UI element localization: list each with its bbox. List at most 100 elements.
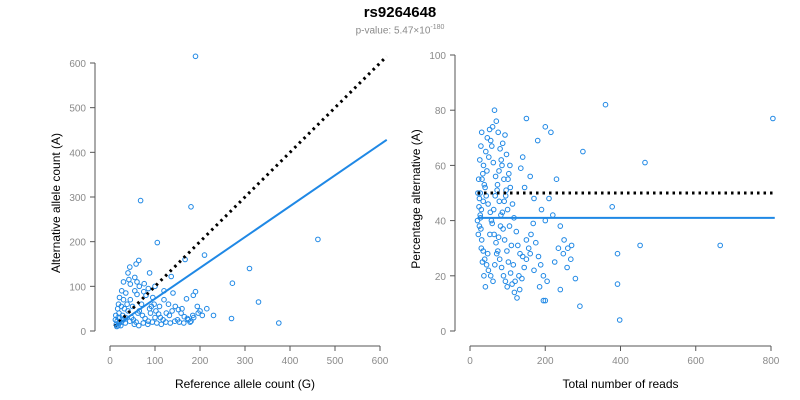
data-point: [152, 314, 158, 321]
y-tick-label: 300: [69, 193, 86, 204]
data-point: [504, 284, 511, 290]
data-point: [125, 270, 131, 276]
data-point: [493, 239, 499, 246]
data-point: [475, 190, 481, 196]
data-point: [188, 204, 194, 210]
data-point: [505, 176, 511, 182]
data-point: [489, 143, 495, 149]
data-point: [486, 154, 492, 160]
y-tick-label: 20: [435, 272, 447, 283]
data-point: [540, 273, 547, 279]
data-point: [521, 264, 528, 271]
data-point: [276, 320, 282, 326]
data-point: [484, 168, 490, 174]
data-point: [528, 231, 534, 238]
x-tick-label: 0: [467, 356, 473, 367]
data-point: [546, 195, 552, 202]
x-tick-label: 100: [147, 356, 164, 367]
data-point: [550, 212, 556, 218]
data-point: [495, 248, 501, 254]
data-point: [136, 283, 143, 290]
x-axis-label: Total number of reads: [562, 377, 678, 391]
data-point: [145, 321, 151, 328]
data-point: [503, 187, 509, 193]
x-tick-label: 0: [107, 356, 113, 367]
data-point: [246, 265, 253, 272]
data-point: [172, 303, 179, 310]
data-point: [129, 303, 136, 310]
data-point: [770, 115, 776, 122]
data-point: [478, 226, 484, 232]
data-point: [194, 303, 201, 310]
data-point: [477, 157, 483, 163]
data-point: [542, 217, 549, 224]
data-point: [557, 286, 564, 293]
y-tick-label: 0: [80, 327, 86, 338]
data-point: [132, 274, 138, 281]
data-point: [192, 288, 199, 295]
data-point: [527, 173, 534, 180]
y-tick-label: 0: [440, 327, 446, 338]
data-point: [642, 159, 648, 166]
y-tick-label: 80: [435, 106, 447, 117]
data-point: [475, 231, 482, 238]
data-point: [482, 184, 488, 191]
y-tick-label: 600: [69, 59, 86, 70]
data-point: [496, 256, 503, 263]
data-point: [141, 288, 147, 295]
y-tick-label: 500: [69, 104, 86, 115]
data-point: [555, 245, 562, 251]
data-point: [492, 193, 499, 199]
data-point: [551, 259, 558, 265]
chart-title: rs9264648: [363, 4, 437, 21]
data-point: [568, 256, 574, 263]
x-tick-label: 600: [372, 356, 389, 367]
data-point: [614, 250, 621, 257]
data-point: [499, 209, 506, 216]
x-tick-label: 600: [687, 356, 704, 367]
data-point: [535, 253, 542, 260]
data-point: [501, 237, 508, 243]
data-point: [487, 273, 494, 279]
data-point: [192, 53, 199, 60]
data-point: [199, 312, 206, 319]
data-point: [494, 181, 501, 188]
data-point: [540, 297, 547, 304]
data-point: [530, 220, 537, 227]
data-point: [476, 223, 483, 229]
data-point: [495, 234, 502, 240]
y-tick-label: 40: [435, 217, 447, 228]
data-point: [142, 315, 148, 322]
data-point: [169, 308, 175, 314]
data-point: [127, 296, 134, 303]
data-point: [513, 228, 520, 235]
data-point: [146, 270, 153, 276]
x-axis-label: Reference allele count (G): [175, 377, 315, 391]
data-point: [518, 165, 524, 171]
data-point: [504, 248, 510, 254]
data-point: [255, 299, 262, 305]
data-point: [502, 278, 509, 285]
data-point: [181, 320, 187, 326]
data-point: [475, 176, 482, 182]
data-point: [190, 312, 196, 319]
data-point: [614, 281, 621, 287]
data-point: [168, 273, 174, 280]
data-point: [548, 129, 554, 136]
data-point: [565, 245, 571, 251]
data-point: [572, 275, 579, 282]
data-point: [496, 168, 502, 174]
data-point: [517, 250, 523, 257]
data-point: [497, 146, 503, 152]
data-point: [480, 198, 487, 205]
data-point: [483, 148, 489, 155]
data-point: [499, 140, 506, 147]
y-axis-label: Percentage alternative (A): [409, 129, 423, 268]
data-point: [127, 264, 133, 270]
data-point: [531, 267, 537, 274]
data-point: [616, 317, 623, 323]
data-point: [495, 129, 502, 136]
data-point: [118, 288, 125, 294]
data-point: [505, 259, 512, 265]
fit-line: [113, 139, 388, 328]
